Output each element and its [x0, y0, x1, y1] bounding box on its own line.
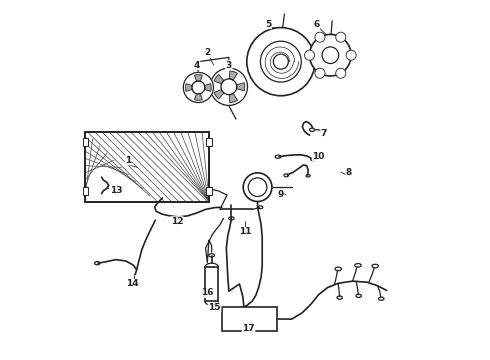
Text: 5: 5	[265, 19, 271, 28]
Polygon shape	[237, 83, 245, 91]
Polygon shape	[195, 94, 202, 100]
Ellipse shape	[209, 254, 215, 257]
Bar	[85, 132, 209, 202]
Bar	[205, 267, 219, 301]
Polygon shape	[214, 90, 224, 99]
Bar	[85, 132, 209, 202]
Text: 1: 1	[125, 156, 132, 165]
Text: 2: 2	[204, 48, 211, 57]
Text: 3: 3	[226, 61, 232, 70]
Bar	[221, 307, 277, 330]
Circle shape	[322, 47, 339, 63]
Ellipse shape	[355, 264, 361, 267]
Ellipse shape	[335, 267, 342, 271]
Ellipse shape	[337, 296, 343, 299]
Text: 11: 11	[239, 228, 251, 237]
Ellipse shape	[284, 174, 289, 177]
Circle shape	[273, 54, 288, 69]
Ellipse shape	[372, 264, 378, 268]
Polygon shape	[214, 75, 224, 84]
Text: 9: 9	[278, 190, 284, 199]
Ellipse shape	[306, 175, 310, 177]
Text: 12: 12	[171, 217, 183, 226]
Polygon shape	[186, 84, 192, 91]
Circle shape	[310, 35, 351, 76]
Circle shape	[336, 68, 346, 78]
Circle shape	[247, 28, 315, 96]
Text: 14: 14	[126, 279, 138, 288]
Circle shape	[210, 68, 247, 105]
Ellipse shape	[379, 297, 384, 300]
Polygon shape	[195, 75, 202, 81]
Text: 6: 6	[314, 19, 320, 28]
Bar	[82, 188, 88, 195]
Circle shape	[248, 178, 267, 197]
Ellipse shape	[229, 217, 234, 220]
Ellipse shape	[311, 158, 316, 161]
Circle shape	[192, 81, 205, 94]
Text: 8: 8	[346, 168, 352, 177]
Text: 10: 10	[312, 152, 325, 161]
Ellipse shape	[356, 294, 361, 297]
Polygon shape	[229, 71, 237, 80]
Circle shape	[183, 72, 214, 103]
Circle shape	[304, 50, 315, 60]
Circle shape	[336, 32, 346, 42]
Circle shape	[315, 68, 325, 78]
Circle shape	[243, 173, 272, 202]
Text: 17: 17	[242, 324, 255, 333]
Ellipse shape	[275, 155, 281, 158]
Ellipse shape	[310, 128, 315, 131]
Polygon shape	[204, 84, 211, 91]
Polygon shape	[229, 94, 237, 103]
Text: 16: 16	[201, 288, 214, 297]
Bar	[206, 188, 212, 195]
Ellipse shape	[95, 262, 100, 265]
Circle shape	[260, 41, 301, 82]
Bar	[82, 139, 88, 146]
Circle shape	[346, 50, 356, 60]
Circle shape	[221, 79, 237, 95]
Text: 7: 7	[321, 129, 327, 138]
Bar	[206, 139, 212, 146]
Text: 13: 13	[110, 186, 122, 195]
Text: 15: 15	[208, 303, 221, 312]
Text: 4: 4	[194, 61, 200, 70]
Circle shape	[315, 32, 325, 42]
Ellipse shape	[258, 206, 263, 209]
